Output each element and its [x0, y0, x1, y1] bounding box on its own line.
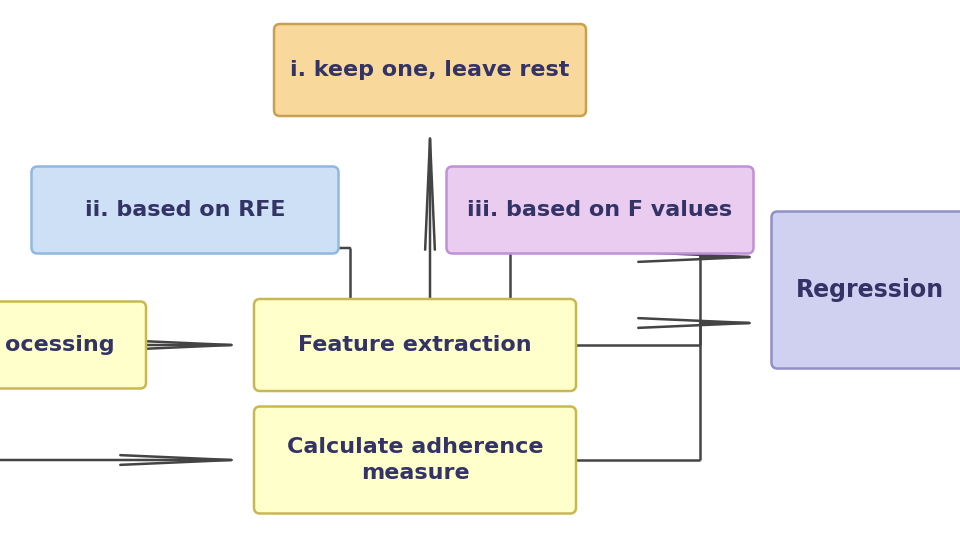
Text: Calculate adherence
measure: Calculate adherence measure — [287, 437, 543, 483]
FancyBboxPatch shape — [0, 301, 146, 388]
Text: i. keep one, leave rest: i. keep one, leave rest — [290, 60, 569, 80]
FancyBboxPatch shape — [446, 166, 754, 253]
FancyBboxPatch shape — [772, 212, 960, 368]
FancyBboxPatch shape — [274, 24, 586, 116]
Text: ocessing: ocessing — [5, 335, 115, 355]
Text: Feature extraction: Feature extraction — [299, 335, 532, 355]
Text: ii. based on RFE: ii. based on RFE — [84, 200, 285, 220]
Text: iii. based on F values: iii. based on F values — [468, 200, 732, 220]
FancyBboxPatch shape — [254, 299, 576, 391]
FancyBboxPatch shape — [254, 407, 576, 514]
FancyBboxPatch shape — [32, 166, 339, 253]
Text: Regression: Regression — [796, 278, 944, 302]
